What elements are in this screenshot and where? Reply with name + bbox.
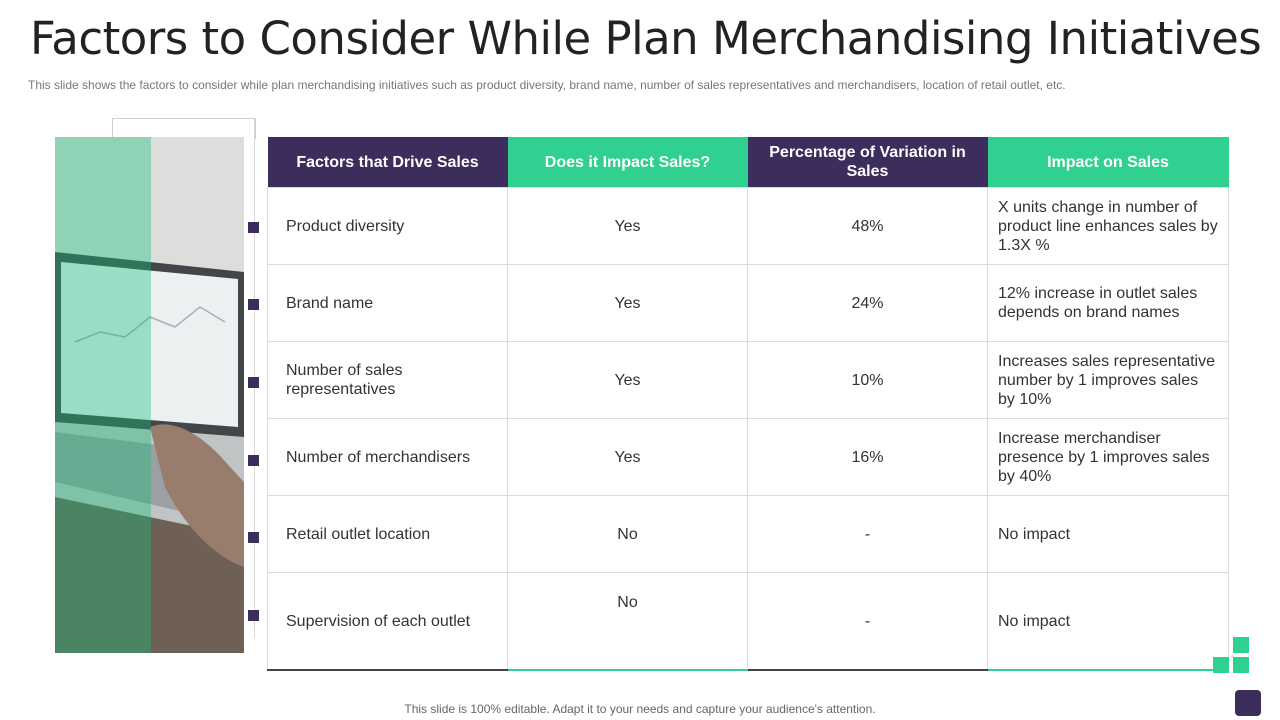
decor-square — [1233, 637, 1249, 653]
impact-cell: Yes — [507, 341, 748, 419]
table-row: Number of merchandisers Yes 16% Increase… — [267, 418, 1229, 496]
slide-footer: This slide is 100% editable. Adapt it to… — [404, 702, 876, 716]
row-bullet — [248, 532, 259, 543]
row-bullet — [248, 299, 259, 310]
decor-square — [1213, 657, 1229, 673]
effect-cell: No impact — [987, 572, 1229, 671]
factor-cell: Supervision of each outlet — [267, 572, 508, 671]
variation-cell: - — [747, 572, 988, 671]
row-bullet — [248, 455, 259, 466]
table-header-row: Factors that Drive Sales Does it Impact … — [267, 137, 1229, 188]
impact-cell: No — [507, 495, 748, 573]
decor-purple-square — [1235, 690, 1261, 716]
table-row: Brand name Yes 24% 12% increase in outle… — [267, 264, 1229, 342]
slide-title: Factors to Consider While Plan Merchandi… — [30, 12, 1262, 65]
sales-factors-table: Factors that Drive Sales Does it Impact … — [267, 137, 1229, 671]
table-row: Product diversity Yes 48% X units change… — [267, 187, 1229, 265]
row-bullet — [248, 610, 259, 621]
variation-cell: 48% — [747, 187, 988, 265]
header-effect: Impact on Sales — [987, 137, 1229, 188]
laptop-photo — [55, 137, 244, 653]
factor-cell: Brand name — [267, 264, 508, 342]
slide-subtitle: This slide shows the factors to consider… — [28, 78, 1066, 92]
effect-cell: Increases sales representative number by… — [987, 341, 1229, 419]
effect-cell: 12% increase in outlet sales depends on … — [987, 264, 1229, 342]
impact-cell: No — [507, 572, 748, 671]
header-variation: Percentage of Variation in Sales — [747, 137, 988, 188]
variation-cell: 16% — [747, 418, 988, 496]
variation-cell: - — [747, 495, 988, 573]
header-impact: Does it Impact Sales? — [507, 137, 748, 188]
impact-cell: Yes — [507, 418, 748, 496]
effect-cell: X units change in number of product line… — [987, 187, 1229, 265]
variation-cell: 10% — [747, 341, 988, 419]
factor-cell: Retail outlet location — [267, 495, 508, 573]
table-row: Supervision of each outlet No - No impac… — [267, 572, 1229, 671]
impact-cell: Yes — [507, 264, 748, 342]
row-bullet — [248, 377, 259, 388]
decorative-frame — [112, 118, 256, 139]
factor-cell: Number of sales representatives — [267, 341, 508, 419]
effect-cell: No impact — [987, 495, 1229, 573]
decor-square — [1233, 657, 1249, 673]
row-bullet — [248, 222, 259, 233]
table-row: Retail outlet location No - No impact — [267, 495, 1229, 573]
effect-cell: Increase merchandiser presence by 1 impr… — [987, 418, 1229, 496]
factor-cell: Number of merchandisers — [267, 418, 508, 496]
factor-cell: Product diversity — [267, 187, 508, 265]
header-factors: Factors that Drive Sales — [267, 137, 508, 188]
variation-cell: 24% — [747, 264, 988, 342]
impact-cell: Yes — [507, 187, 748, 265]
table-row: Number of sales representatives Yes 10% … — [267, 341, 1229, 419]
